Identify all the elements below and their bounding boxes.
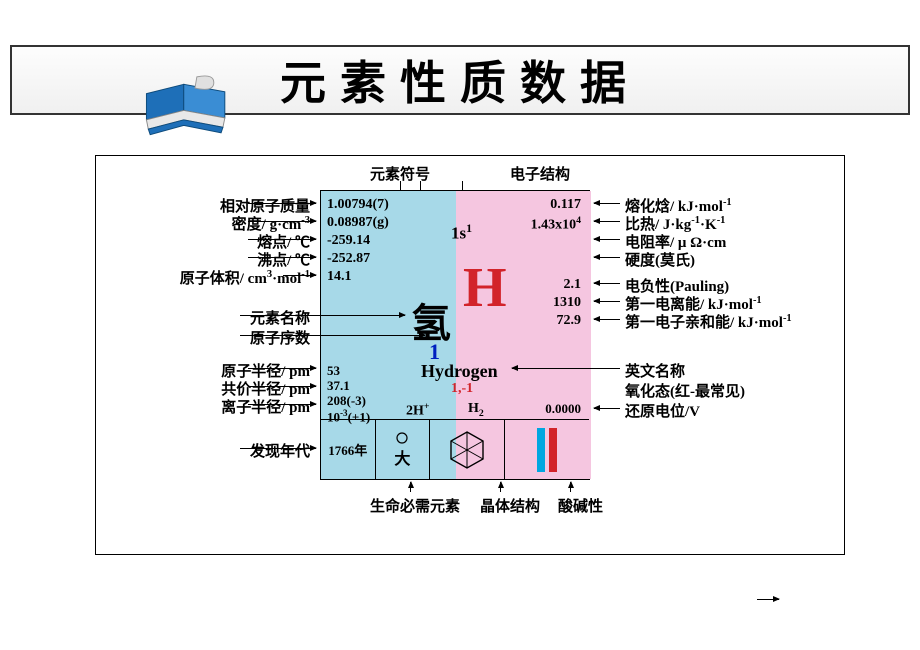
val-reaction: 2H+	[406, 401, 429, 420]
ll-year: 发现年代	[110, 440, 310, 461]
val-covalentR: 37.1	[327, 378, 350, 394]
arr-year	[240, 448, 316, 449]
arrL-affinity	[594, 319, 620, 320]
arrL-nameEn	[512, 368, 620, 369]
arr-density	[248, 221, 316, 222]
ll-number: 原子序数	[110, 327, 310, 348]
arr-covalentR	[248, 386, 316, 387]
ll-volume: 原子体积/ cm3·mol-1	[110, 267, 310, 288]
arrU-life	[410, 482, 411, 492]
val-oxidation: 1,-1	[451, 381, 473, 397]
arrL-heat	[594, 221, 620, 222]
val-fusion: 0.117	[550, 197, 581, 213]
card-bottom-row: 1766年 大	[321, 419, 589, 479]
val-volume: 14.1	[327, 269, 352, 285]
cell-year: 1766年	[321, 420, 376, 479]
arrL-fusion	[594, 203, 620, 204]
arr-ionicR	[248, 404, 316, 405]
val-atomicR: 53	[327, 363, 340, 379]
arr-melting	[248, 239, 316, 240]
rl-nameEn: 英文名称	[625, 360, 685, 381]
rl-oxid: 氧化态(红-最常见)	[625, 380, 745, 401]
arr-boiling	[248, 257, 316, 258]
val-reaction-r: H2	[468, 401, 484, 419]
label-econfig: 电子结构	[510, 163, 570, 184]
cell-life: 大	[376, 420, 431, 479]
arrU-acid	[570, 482, 571, 492]
arrow-reaction	[757, 599, 779, 600]
val-melting: -259.14	[327, 233, 370, 249]
book-icon	[140, 75, 235, 145]
arr-mass	[248, 203, 316, 204]
hexagon-icon	[446, 429, 488, 471]
cell-acid	[505, 420, 589, 479]
val-eneg: 2.1	[564, 277, 582, 293]
val-density: 0.08987(g)	[327, 215, 389, 231]
bl-acid: 酸碱性	[558, 495, 603, 516]
arr-volume	[283, 275, 316, 276]
arr-name	[240, 315, 405, 316]
arrL-resist	[594, 239, 620, 240]
rl-hard: 硬度(莫氏)	[625, 249, 695, 270]
circle-icon	[395, 431, 409, 445]
val-ionicR1: 208(-3)	[327, 393, 366, 409]
arr-atomicR	[248, 368, 316, 369]
val-symbol: H	[463, 256, 507, 320]
acid-bar-red	[549, 428, 557, 472]
arrL-hard	[594, 257, 620, 258]
rl-redox: 还原电位/V	[625, 400, 700, 421]
bl-life: 生命必需元素	[370, 495, 460, 516]
val-mass: 1.00794(7)	[327, 197, 389, 213]
arrL-ion1	[594, 301, 620, 302]
arrL-eneg	[594, 283, 620, 284]
bl-crystal: 晶体结构	[480, 495, 540, 516]
arrU-crystal	[500, 482, 501, 492]
arrL-redox	[594, 408, 620, 409]
arr-number	[240, 335, 425, 336]
val-boiling: -252.87	[327, 251, 370, 267]
val-ion1: 1310	[553, 295, 581, 311]
cell-crystal	[430, 420, 504, 479]
val-econfig: 1s1	[451, 221, 472, 244]
acid-bar-blue	[537, 428, 545, 472]
val-affinity: 72.9	[557, 313, 582, 329]
ll-name: 元素名称	[110, 307, 310, 328]
val-name-en: Hydrogen	[421, 361, 498, 382]
val-redox: 0.0000	[545, 401, 581, 417]
ll-ionicR: 离子半径/ pm	[110, 396, 310, 417]
page-title: 元素性质数据	[280, 47, 640, 113]
rl-affinity: 第一电子亲和能/ kJ·mol-1	[625, 311, 792, 332]
val-heat: 1.43x104	[531, 215, 581, 234]
